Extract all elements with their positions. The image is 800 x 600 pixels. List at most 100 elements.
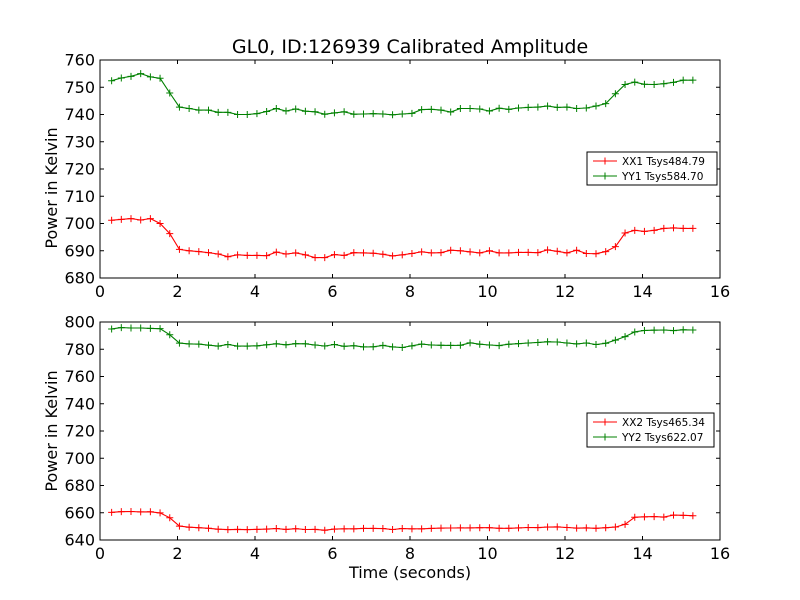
data-point (515, 104, 522, 112)
data-point (214, 250, 222, 258)
y-tick-label: 740 (64, 394, 95, 413)
data-point (408, 525, 416, 533)
data-point (185, 247, 193, 255)
data-point (553, 103, 561, 111)
data-point (485, 341, 493, 349)
data-point (146, 508, 154, 516)
data-point (117, 508, 125, 516)
data-point (476, 524, 484, 532)
data-point (195, 340, 203, 348)
legend-marker (601, 433, 609, 441)
data-point (437, 524, 445, 532)
data-point (311, 108, 319, 116)
data-point (621, 333, 629, 341)
data-point (108, 77, 116, 85)
data-point (253, 110, 261, 118)
data-point (350, 110, 358, 118)
data-point (146, 324, 154, 332)
data-point (137, 324, 145, 332)
data-point (166, 331, 174, 339)
data-point (282, 341, 290, 349)
data-point (408, 342, 416, 350)
data-point (573, 246, 581, 254)
data-point (253, 251, 261, 259)
data-point (243, 342, 251, 350)
series-xx2 (108, 508, 697, 534)
data-point (137, 508, 145, 516)
y-tick-label: 690 (64, 241, 95, 260)
data-point (282, 525, 290, 533)
data-point (563, 339, 571, 347)
y-tick-label: 760 (64, 51, 95, 70)
data-point (563, 103, 571, 111)
data-point (108, 325, 116, 333)
data-point (485, 107, 493, 115)
data-point (495, 524, 503, 532)
y-axis-label: Power in Kelvin (42, 370, 61, 491)
data-point (214, 342, 222, 350)
data-point (243, 526, 251, 534)
y-tick-label: 760 (64, 367, 95, 386)
x-tick-label: 4 (250, 544, 260, 563)
data-point (650, 226, 658, 234)
data-point (621, 229, 629, 237)
data-point (631, 78, 639, 86)
data-point (689, 76, 697, 84)
data-point (156, 74, 164, 82)
x-tick-label: 12 (555, 544, 575, 563)
data-point (292, 340, 300, 348)
data-point (234, 525, 242, 533)
data-point (447, 108, 455, 116)
data-point (456, 247, 464, 255)
data-point (476, 340, 484, 348)
data-point (379, 341, 387, 349)
data-point (679, 326, 687, 334)
data-point (495, 104, 503, 112)
data-point (544, 338, 552, 346)
data-point (185, 523, 193, 531)
x-tick-label: 4 (250, 282, 260, 301)
data-point (660, 224, 668, 232)
data-point (156, 325, 164, 333)
data-point (127, 72, 135, 80)
data-point (679, 224, 687, 232)
y-tick-label: 730 (64, 132, 95, 151)
x-tick-label: 8 (405, 282, 415, 301)
data-point (534, 524, 542, 532)
data-point (582, 524, 590, 532)
data-point (379, 525, 387, 533)
y-tick-label: 720 (64, 160, 95, 179)
data-point (263, 108, 271, 116)
data-point (108, 508, 116, 516)
data-point (456, 524, 464, 532)
data-point (321, 526, 329, 534)
data-point (592, 340, 600, 348)
data-point (360, 343, 367, 351)
data-point (195, 524, 203, 532)
data-point (427, 249, 435, 257)
data-point (534, 249, 542, 257)
data-point (389, 252, 397, 260)
data-point (524, 339, 532, 347)
data-point (301, 107, 309, 115)
data-point (224, 253, 232, 261)
data-point (553, 247, 561, 255)
data-point (611, 90, 619, 98)
data-point (660, 326, 668, 334)
x-tick-label: 10 (477, 282, 497, 301)
data-point (476, 249, 484, 257)
x-tick-label: 14 (632, 544, 652, 563)
data-point (127, 215, 135, 223)
x-tick-label: 8 (405, 544, 415, 563)
data-point (369, 110, 377, 118)
data-point (650, 81, 658, 89)
y-tick-label: 800 (64, 313, 95, 332)
data-point (389, 343, 397, 351)
data-point (340, 342, 348, 350)
data-point (505, 524, 513, 532)
data-point (369, 249, 377, 257)
data-point (640, 513, 648, 521)
data-point (292, 105, 300, 113)
data-point (156, 509, 164, 517)
data-point (369, 524, 377, 532)
